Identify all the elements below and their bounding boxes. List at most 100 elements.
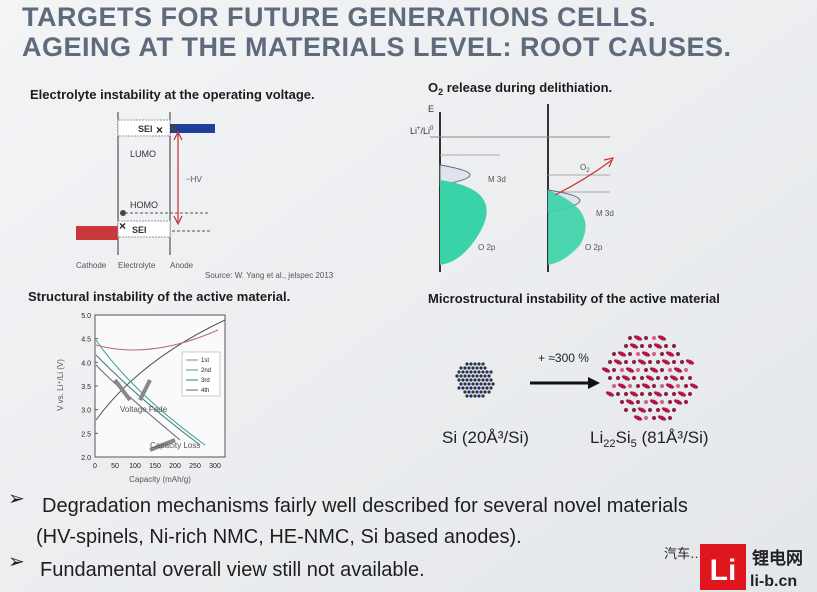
si-atom [479, 374, 483, 378]
si-atom [455, 374, 459, 378]
label-superscript: + [417, 126, 421, 132]
si-atom [469, 378, 473, 382]
li-atom [653, 343, 663, 349]
si-atom [475, 374, 479, 378]
si-atom [632, 376, 636, 380]
heading-part: O [428, 80, 438, 95]
label-part: Li [590, 428, 603, 447]
si-atom [489, 378, 493, 382]
si-atom [668, 400, 672, 404]
si-atom [656, 376, 660, 380]
legend-label: 3rd [201, 378, 210, 384]
si-atom [457, 370, 461, 374]
si-atom [459, 366, 463, 370]
x-tick-label: 100 [129, 463, 141, 470]
si-atom [648, 392, 652, 396]
si-atom [636, 384, 640, 388]
si-atom [473, 370, 477, 374]
si-atom [628, 384, 632, 388]
si-atom [471, 390, 475, 394]
legend-label: 2nd [201, 368, 211, 374]
si-atom [465, 362, 469, 366]
si-atom [648, 360, 652, 364]
diagram-label: O2 [580, 163, 590, 174]
li-atom [633, 335, 643, 341]
panel-heading: Electrolyte instability at the operating… [30, 87, 315, 102]
si-atom [648, 344, 652, 348]
si-atom [469, 394, 473, 398]
material-label: Si (20Å³/Si) [442, 428, 529, 447]
axis-label: Li+/Li0 [410, 126, 434, 136]
diagram-label: Anode [170, 261, 194, 270]
y-tick-label: 3.5 [81, 384, 91, 391]
diagram-label: O 2p [478, 243, 496, 252]
li-atom [657, 415, 667, 421]
source-note: Source: W. Yang et al., jelspec 2013 [205, 271, 334, 280]
si-atom [644, 400, 648, 404]
si-atom [485, 370, 489, 374]
diagram-label: Cathode [76, 261, 107, 270]
si-atom [624, 360, 628, 364]
si-atom [632, 360, 636, 364]
si-atom [672, 360, 676, 364]
svg-text:×: × [119, 219, 126, 233]
diagram-label: HOMO [130, 200, 158, 210]
si-atom [471, 374, 475, 378]
bullet-text: (HV-spinels, Ni-rich NMC, HE-NMC, Si bas… [36, 526, 522, 548]
si-atom [487, 374, 491, 378]
li-atom [625, 367, 635, 373]
x-tick-label: 250 [189, 463, 201, 470]
si-atom [469, 370, 473, 374]
si-atom [632, 408, 636, 412]
legend-label: 1st [201, 358, 209, 364]
li-atom [649, 399, 659, 405]
li-atom [621, 375, 631, 381]
y-tick-label: 3.0 [81, 408, 91, 415]
legend-label: 4th [201, 388, 209, 394]
si-atom [644, 416, 648, 420]
label-subscript: 22 [603, 438, 615, 450]
si-atom [624, 344, 628, 348]
x-tick-label: 200 [169, 463, 181, 470]
plot-annotation: Voltage Fade [120, 405, 168, 414]
watermark-site-name: 锂电网 [752, 548, 803, 568]
si-atom [664, 392, 668, 396]
label-subscript: 5 [631, 438, 637, 450]
band-diagram [430, 104, 615, 272]
si-atom [656, 408, 660, 412]
si-atom [652, 384, 656, 388]
si-atom [467, 382, 471, 386]
panel-heading: O2 release during delithiation. [428, 80, 612, 97]
x-axis-label: Capacity (mAh/g) [129, 475, 191, 484]
li-atom [665, 383, 675, 389]
si-atom [477, 378, 481, 382]
label-part: O [580, 163, 586, 172]
si-atom [672, 344, 676, 348]
si-atom [648, 408, 652, 412]
li-atom [645, 375, 655, 381]
watermark-site-url: li-b.cn [750, 573, 797, 590]
si-atom [672, 408, 676, 412]
li-atom [669, 375, 679, 381]
si-atom [475, 366, 479, 370]
heading-subscript: 2 [438, 87, 443, 97]
diagram-label: LUMO [130, 149, 156, 159]
si-atom [491, 382, 495, 386]
si-atom [477, 386, 481, 390]
si-atom [644, 368, 648, 372]
si-atom [628, 336, 632, 340]
si-atom [684, 400, 688, 404]
li-atom [685, 359, 695, 365]
li-atom [625, 399, 635, 405]
si-atom [668, 416, 672, 420]
si-atom [489, 370, 493, 374]
li-atom [629, 391, 639, 397]
diagram-label: ~HV [186, 175, 202, 184]
y-tick-label: 2.0 [81, 455, 91, 462]
x-tick-label: 50 [111, 463, 119, 470]
si-atom [477, 394, 481, 398]
diagram-label: Electrolyte [118, 261, 156, 270]
panel-heading: Microstructural instability of the activ… [428, 291, 720, 306]
si-atom [652, 416, 656, 420]
panel-heading: Structural instability of the active mat… [28, 289, 290, 304]
